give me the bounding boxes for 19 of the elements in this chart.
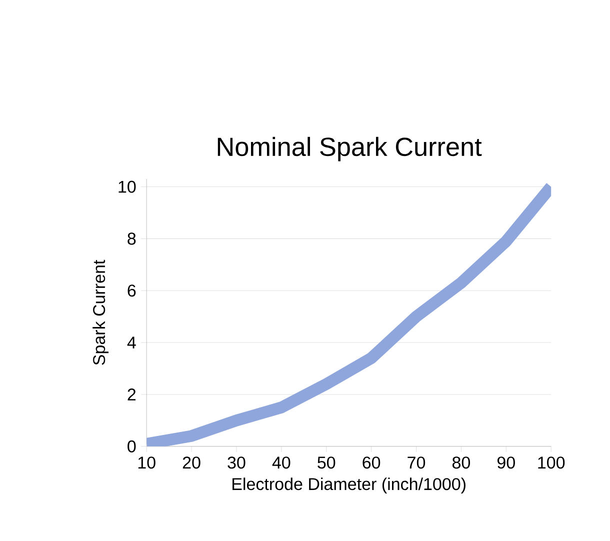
- y-tick-label: 4: [127, 336, 136, 348]
- x-tick-label: 50: [318, 456, 336, 469]
- x-tick-label: 10: [138, 456, 156, 469]
- x-tick-label: 20: [182, 456, 200, 469]
- y-axis-title: Spark Current: [92, 260, 108, 365]
- x-tick-label: 100: [538, 456, 565, 469]
- y-tick-label: 2: [128, 388, 136, 400]
- y-tick-label: 8: [128, 232, 136, 245]
- x-tick-label: 70: [408, 456, 426, 469]
- y-tick-label: 0: [128, 440, 136, 452]
- x-axis-title: Electrode Diameter (inch/1000): [232, 478, 466, 494]
- x-tick-label: 60: [362, 456, 380, 469]
- chart-title: Nominal Spark Current: [218, 136, 482, 162]
- y-tick-label: 10: [118, 180, 136, 193]
- x-tick-label: 90: [497, 456, 515, 469]
- x-tick-label: 80: [452, 456, 470, 469]
- x-tick-label: 30: [228, 456, 246, 469]
- x-tick-label: 40: [272, 456, 290, 469]
- y-tick-label: 6: [128, 284, 136, 297]
